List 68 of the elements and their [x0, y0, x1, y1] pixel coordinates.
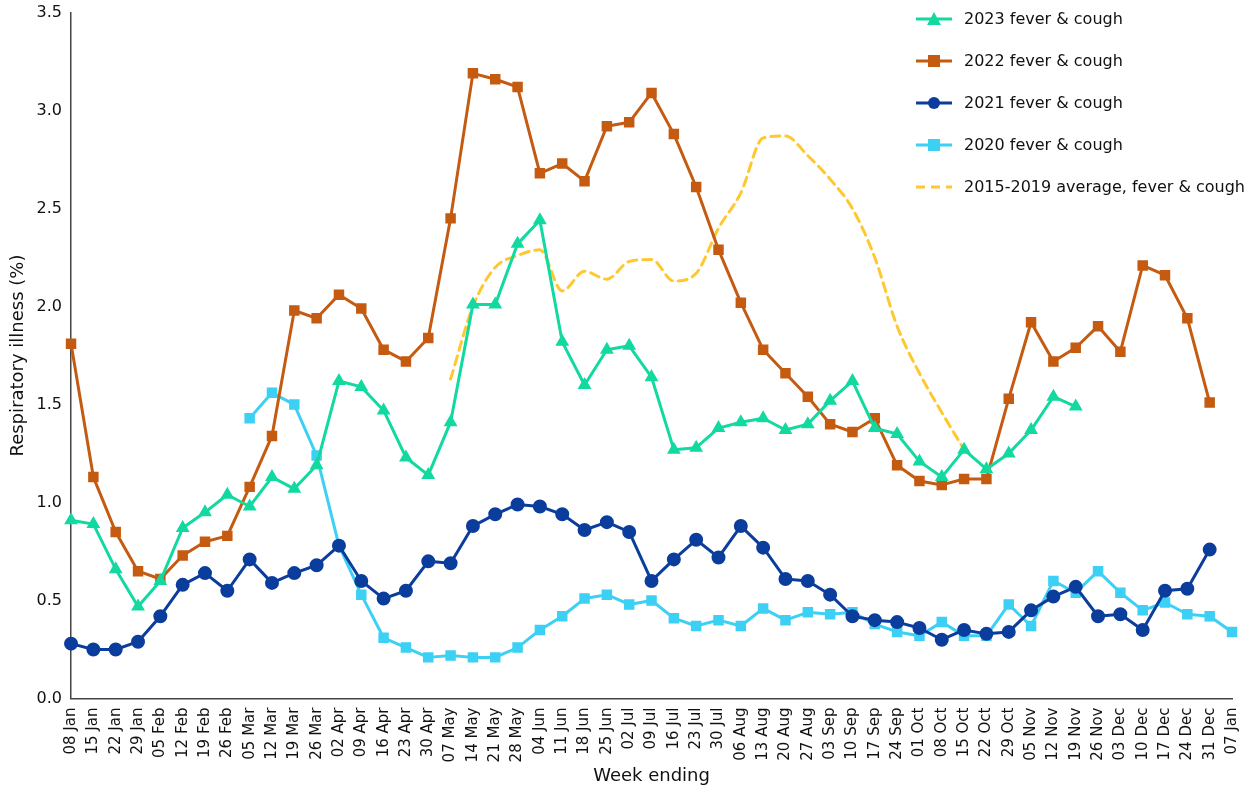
x-tick-label: 23 Apr [395, 706, 414, 758]
x-tick-label: 29 Jan [127, 707, 146, 755]
x-tick-label: 08 Oct [931, 707, 950, 758]
x-tick-label: 02 Jul [619, 707, 638, 750]
x-axis-title: Week ending [593, 763, 710, 785]
x-tick-label: 28 May [507, 707, 526, 763]
legend-label: 2021 fever & cough [963, 92, 1123, 113]
x-tick-label: 11 Jun [552, 707, 571, 755]
x-tick-label: 07 May [440, 707, 459, 763]
x-tick-label: 05 Mar [239, 706, 258, 760]
x-tick-label: 10 Dec [1132, 707, 1151, 761]
x-tick-label: 09 Apr [351, 706, 370, 758]
x-tick-label: 05 Nov [1020, 707, 1039, 761]
x-tick-label: 02 Apr [328, 706, 347, 758]
y-tick-label: 2.5 [36, 197, 63, 217]
x-tick-label: 12 Nov [1043, 707, 1062, 761]
x-tick-label: 09 Jul [641, 707, 660, 750]
x-tick-label: 16 Apr [373, 706, 392, 758]
x-tick-label: 26 Mar [306, 706, 325, 760]
y-tick-label: 0.0 [36, 687, 63, 707]
x-tick-label: 30 Jul [708, 707, 727, 750]
x-tick-label: 05 Feb [150, 707, 169, 758]
x-tick-label: 08 Jan [60, 707, 79, 755]
legend-label: 2020 fever & cough [963, 134, 1123, 155]
x-tick-label: 12 Feb [172, 707, 191, 758]
x-tick-label: 13 Aug [753, 707, 772, 761]
x-tick-label: 19 Mar [284, 706, 303, 760]
x-tick-label: 17 Sep [864, 707, 883, 760]
x-tick-label: 10 Sep [842, 707, 861, 760]
x-tick-label: 17 Dec [1154, 707, 1173, 761]
legend-label: 2023 fever & cough [963, 8, 1123, 29]
x-tick-label: 18 Jun [574, 707, 593, 755]
y-tick-label: 3.0 [36, 99, 63, 119]
x-tick-label: 22 Jan [105, 707, 124, 755]
x-tick-label: 22 Oct [976, 707, 995, 758]
y-axis-title: Respiratory illness (%) [6, 254, 28, 457]
x-tick-label: 26 Nov [1087, 707, 1106, 761]
legend-label: 2015-2019 average, fever & cough [963, 176, 1245, 197]
y-tick-label: 0.5 [36, 589, 63, 609]
x-tick-label: 01 Oct [909, 707, 928, 758]
x-tick-label: 21 May [485, 707, 504, 763]
x-tick-label: 12 Mar [261, 706, 280, 760]
x-tick-label: 16 Jul [663, 707, 682, 750]
y-tick-label: 1.5 [36, 393, 63, 413]
x-tick-label: 04 Jun [529, 707, 548, 755]
y-tick-label: 2.0 [36, 295, 63, 315]
x-tick-label: 14 May [462, 707, 481, 763]
x-tick-label: 19 Nov [1065, 707, 1084, 761]
x-tick-label: 19 Feb [194, 707, 213, 758]
x-tick-label: 24 Sep [887, 707, 905, 760]
x-tick-label: 27 Aug [797, 707, 816, 761]
legend-label: 2022 fever & cough [963, 50, 1123, 71]
x-tick-label: 26 Feb [217, 707, 236, 758]
x-tick-label: 24 Dec [1177, 707, 1196, 761]
x-tick-label: 30 Apr [418, 706, 437, 758]
x-tick-label: 31 Dec [1199, 707, 1218, 761]
x-tick-label: 06 Aug [730, 707, 749, 761]
x-tick-label: 20 Aug [775, 707, 794, 761]
x-tick-label: 15 Oct [953, 707, 972, 758]
y-tick-label: 3.5 [36, 1, 63, 21]
x-tick-label: 03 Sep [820, 707, 839, 760]
x-tick-label: 15 Jan [83, 707, 102, 755]
y-tick-label: 1.0 [36, 491, 63, 511]
x-tick-label: 23 Jul [686, 707, 705, 750]
x-tick-label: 25 Jun [596, 707, 615, 755]
x-tick-label: 07 Jan [1221, 707, 1240, 755]
x-tick-label: 03 Dec [1110, 707, 1129, 761]
x-tick-label: 29 Oct [998, 707, 1017, 758]
